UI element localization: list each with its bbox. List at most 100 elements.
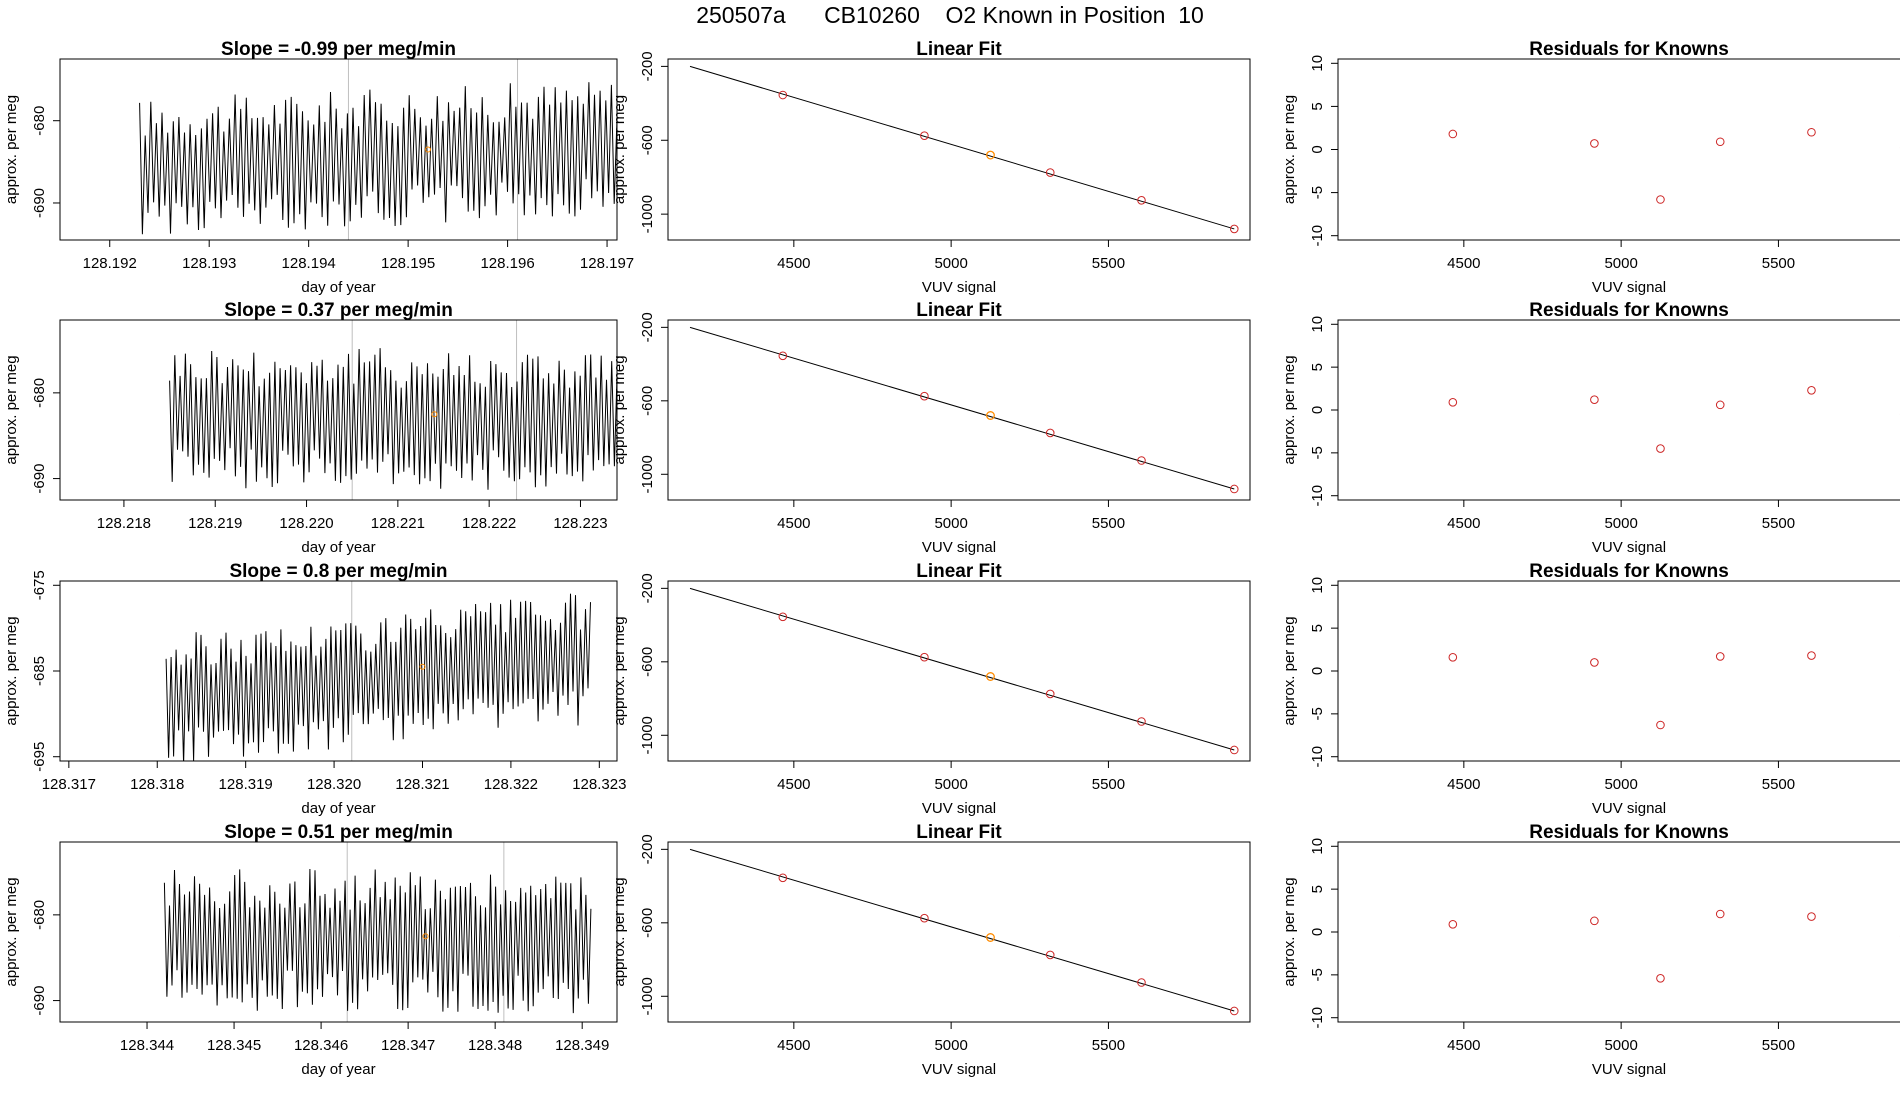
highlight-point	[986, 672, 995, 681]
y-tick-label: 0	[1309, 667, 1326, 675]
plot-title: Linear Fit	[916, 39, 1002, 60]
known-point	[1045, 428, 1055, 438]
y-tick-label: -1000	[639, 977, 656, 1015]
y-tick-label: 5	[1309, 102, 1326, 110]
x-axis-label: VUV signal	[1592, 279, 1666, 296]
x-tick-label: 5500	[1092, 255, 1125, 272]
timeseries-line	[163, 868, 592, 1014]
timeseries-panel: Slope = 0.37 per meg/min day of year appro…	[3, 300, 618, 556]
residuals-panel: Residuals for Knowns VUV signal approx. pe…	[1281, 300, 1900, 556]
x-tick-label: 128.194	[282, 255, 336, 272]
known-point	[1137, 456, 1146, 465]
plot-title: Residuals for Knowns	[1529, 822, 1729, 843]
residual-point	[1448, 129, 1458, 139]
x-tick-label: 128.319	[219, 776, 273, 793]
x-tick-label: 4500	[777, 515, 810, 532]
x-tick-label: 128.344	[120, 1037, 174, 1054]
fit-line	[689, 848, 1235, 1012]
residuals-panel: Residuals for Knowns VUV signal approx. pe…	[1281, 822, 1900, 1078]
x-tick-label: 128.323	[572, 776, 626, 793]
residual-point	[1590, 916, 1599, 926]
y-tick-label: -1000	[639, 716, 656, 754]
y-tick-label: -685	[31, 656, 48, 686]
y-tick-label: 10	[1309, 577, 1326, 594]
x-tick-label: 128.347	[381, 1037, 435, 1054]
x-tick-label: 128.222	[462, 515, 516, 532]
plot-title: Linear Fit	[916, 300, 1002, 321]
highlight-point	[431, 411, 438, 418]
plot-title: Residuals for Knowns	[1529, 300, 1729, 321]
x-tick-label: 5000	[1604, 776, 1637, 793]
plot-frame	[667, 319, 1251, 501]
residual-point	[1807, 912, 1816, 921]
y-tick-label: 0	[1309, 406, 1326, 414]
plot-title: Slope = 0.8 per meg/min	[229, 561, 447, 582]
y-tick-label: -1000	[639, 455, 656, 493]
x-tick-label: 128.193	[182, 255, 236, 272]
x-tick-label: 128.221	[371, 515, 425, 532]
known-point	[1137, 717, 1146, 726]
x-tick-label: 4500	[777, 255, 810, 272]
y-tick-label: -10	[1309, 485, 1326, 507]
residuals-panel: Residuals for Knowns VUV signal approx. pe…	[1281, 561, 1900, 817]
x-tick-label: 5000	[934, 776, 967, 793]
residual-point	[1715, 400, 1725, 410]
y-axis-label: approx. per meg	[3, 616, 20, 725]
y-tick-label: -1000	[639, 195, 656, 233]
x-axis-label: day of year	[301, 800, 375, 817]
y-tick-label: -200	[639, 51, 656, 81]
y-axis-label: approx. per meg	[1281, 95, 1298, 204]
residual-point	[1807, 127, 1816, 137]
y-tick-label: -600	[639, 647, 656, 677]
y-axis-label: approx. per meg	[3, 355, 20, 464]
linear-fit-panel: Linear Fit VUV signal approx. per meg 4500 5…	[611, 561, 1251, 817]
known-point	[778, 90, 788, 100]
y-axis-label: approx. per meg	[1281, 616, 1298, 725]
x-axis-label: VUV signal	[922, 800, 996, 817]
known-point	[1045, 168, 1055, 177]
residual-point	[1590, 658, 1599, 667]
known-point	[920, 131, 929, 140]
x-tick-label: 5000	[1604, 515, 1637, 532]
y-tick-label: 10	[1309, 316, 1326, 333]
x-axis-label: VUV signal	[1592, 800, 1666, 817]
y-tick-label: -600	[639, 908, 656, 938]
timeseries-panel: Slope = 0.51 per meg/min day of year appro…	[3, 822, 618, 1078]
y-tick-label: -5	[1309, 446, 1326, 459]
plot-title: Linear Fit	[916, 822, 1002, 843]
known-point	[1137, 978, 1146, 987]
y-axis-label: approx. per meg	[611, 877, 628, 986]
residual-point	[1656, 720, 1665, 730]
plot-frame	[59, 58, 618, 241]
plot-frame	[1337, 580, 1900, 762]
x-tick-label: 128.349	[555, 1037, 609, 1054]
plot-title: Residuals for Knowns	[1529, 561, 1729, 582]
y-tick-label: -690	[31, 986, 48, 1016]
y-tick-label: -10	[1309, 746, 1326, 768]
residual-point	[1715, 652, 1725, 661]
x-tick-label: 5500	[1762, 776, 1795, 793]
residual-point	[1715, 909, 1725, 919]
y-axis-label: approx. per meg	[611, 95, 628, 204]
y-axis-label: approx. per meg	[611, 355, 628, 464]
y-tick-label: -200	[639, 834, 656, 864]
figure-title: 250507a CB10260 O2 Known in Position 10	[696, 2, 1204, 28]
known-point	[1137, 195, 1146, 205]
linear-fit-panel: Linear Fit VUV signal approx. per meg 4500 5…	[611, 822, 1251, 1078]
y-tick-label: -680	[31, 106, 48, 136]
y-tick-label: -200	[639, 573, 656, 603]
y-tick-label: -680	[31, 900, 48, 930]
residual-point	[1590, 395, 1599, 405]
y-tick-label: -690	[31, 464, 48, 494]
x-tick-label: 128.219	[188, 515, 242, 532]
x-tick-label: 4500	[777, 776, 810, 793]
x-tick-label: 128.345	[207, 1037, 261, 1054]
x-axis-label: VUV signal	[1592, 1061, 1666, 1078]
x-tick-label: 128.195	[381, 255, 435, 272]
highlight-point	[425, 146, 432, 153]
plot-frame	[1337, 58, 1900, 241]
timeseries-line	[165, 593, 591, 761]
y-tick-label: -695	[31, 742, 48, 772]
y-tick-label: -200	[639, 312, 656, 342]
